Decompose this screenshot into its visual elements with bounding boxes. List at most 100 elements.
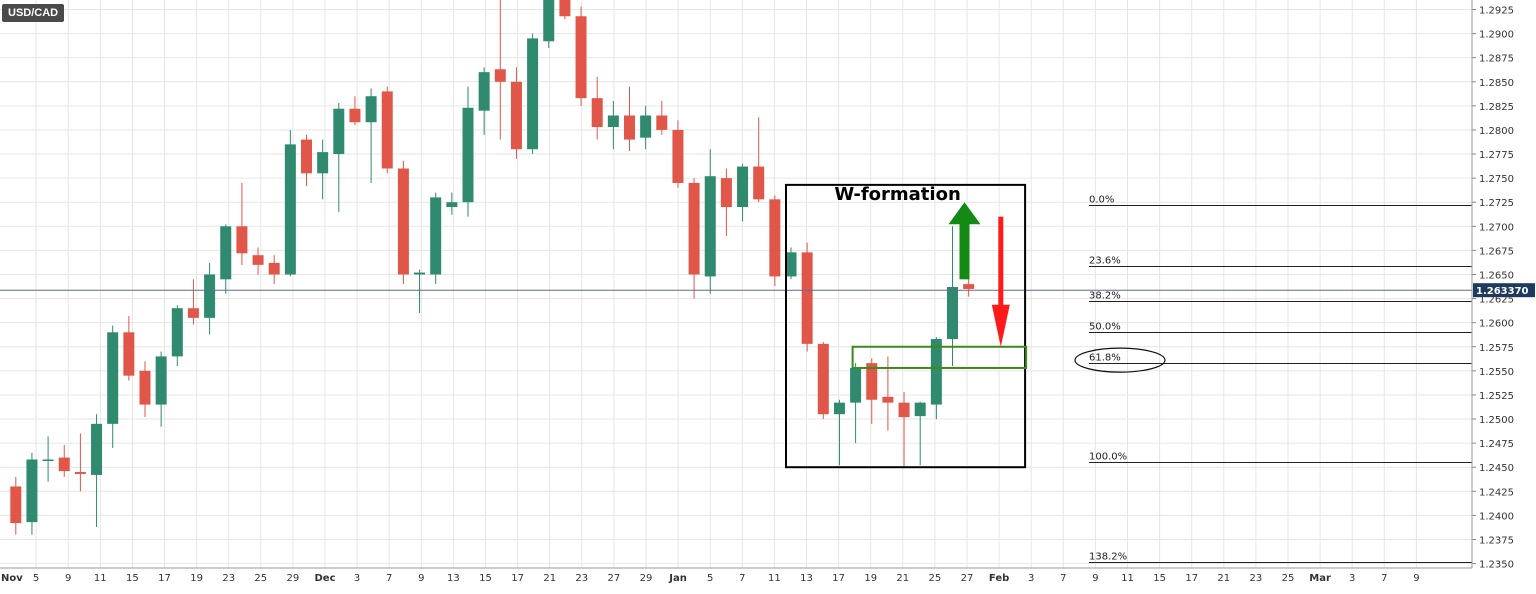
x-tick-label: 7 bbox=[739, 573, 745, 584]
x-tick-label: 25 bbox=[929, 573, 942, 584]
candle-bear bbox=[301, 139, 312, 174]
current-price-badge bbox=[1473, 283, 1535, 298]
candle-bear bbox=[898, 402, 910, 418]
candle-bear bbox=[139, 370, 151, 405]
support-zone-box bbox=[851, 345, 1028, 369]
up-arrow-head bbox=[948, 202, 981, 225]
fib-618-highlight-ellipse bbox=[1074, 347, 1166, 373]
candle-bull bbox=[914, 402, 926, 417]
candle-bull bbox=[284, 144, 296, 275]
x-tick-label: 19 bbox=[190, 573, 203, 584]
candle-bear bbox=[58, 457, 70, 472]
y-tick-label: 1.2800 bbox=[1479, 126, 1514, 137]
x-tick-label: 29 bbox=[640, 573, 653, 584]
candle-bear bbox=[494, 69, 506, 82]
candle-bull bbox=[833, 402, 845, 415]
x-tick-label: 11 bbox=[768, 573, 781, 584]
down-arrow-shaft bbox=[998, 216, 1004, 307]
x-tick-label: 21 bbox=[1217, 573, 1230, 584]
candle-bear bbox=[236, 226, 248, 254]
x-tick-label: 29 bbox=[287, 573, 300, 584]
candle-bear bbox=[268, 262, 280, 275]
x-tick-label: 9 bbox=[65, 573, 71, 584]
x-tick-label: 9 bbox=[1413, 573, 1419, 584]
candle-bear bbox=[559, 0, 571, 17]
candle-bear bbox=[591, 98, 603, 128]
candle-bull bbox=[107, 332, 119, 424]
y-tick-label: 1.2575 bbox=[1479, 343, 1514, 354]
y-tick-label: 1.2600 bbox=[1479, 319, 1514, 330]
fib-level-label: 50.0% bbox=[1089, 322, 1121, 333]
y-tick-label: 1.2500 bbox=[1479, 415, 1514, 426]
x-month-label: Mar bbox=[1309, 573, 1331, 584]
x-tick-label: 5 bbox=[707, 573, 713, 584]
candle-bear bbox=[510, 81, 522, 150]
down-arrow-head bbox=[991, 304, 1010, 347]
y-tick-label: 1.2725 bbox=[1479, 198, 1514, 209]
candle-bear bbox=[801, 252, 813, 344]
y-tick-label: 1.2825 bbox=[1479, 102, 1514, 113]
fibonacci-levels: 0.0% 23.6% 38.2% 50.0% 61.8% 100.0% 138.2% bbox=[1089, 195, 1472, 563]
x-tick-label: 7 bbox=[1060, 573, 1066, 584]
y-tick-label: 1.2925 bbox=[1479, 6, 1514, 17]
x-tick-label: 23 bbox=[1250, 573, 1263, 584]
x-tick-label: 5 bbox=[33, 573, 39, 584]
candle-bull bbox=[527, 38, 539, 150]
x-tick-label: 17 bbox=[511, 573, 524, 584]
candle-bear bbox=[688, 182, 700, 275]
candle-bull bbox=[478, 72, 490, 111]
candle-bull bbox=[155, 356, 167, 405]
candle-bull bbox=[462, 107, 474, 203]
y-tick-label: 1.2350 bbox=[1479, 560, 1514, 571]
candle-bull bbox=[220, 226, 232, 280]
x-tick-label: 15 bbox=[1153, 573, 1166, 584]
candle-bear bbox=[624, 115, 635, 140]
candle-bear bbox=[866, 363, 878, 400]
candle-bull bbox=[543, 0, 555, 42]
x-tick-label: 17 bbox=[158, 573, 171, 584]
candle-bull bbox=[947, 287, 958, 340]
candle-bull bbox=[785, 252, 797, 277]
x-tick-label: 27 bbox=[961, 573, 974, 584]
candle-bull bbox=[365, 96, 377, 123]
candle-bull bbox=[414, 272, 426, 275]
up-arrow-shaft bbox=[959, 222, 970, 280]
candle-bull bbox=[850, 367, 862, 403]
y-tick-label: 1.2400 bbox=[1479, 511, 1514, 522]
annotations: 1.263370 W-formation bbox=[0, 183, 1535, 469]
y-tick-label: 1.2700 bbox=[1479, 222, 1514, 233]
current-price-label: 1.263370 bbox=[1476, 286, 1529, 297]
fib-level-label: 61.8% bbox=[1089, 353, 1121, 364]
y-tick-label: 1.2900 bbox=[1479, 30, 1514, 41]
x-tick-label: 15 bbox=[479, 573, 492, 584]
x-tick-label: 21 bbox=[896, 573, 909, 584]
y-tick-label: 1.2675 bbox=[1479, 246, 1514, 257]
x-tick-label: 11 bbox=[94, 573, 107, 584]
candle-bear bbox=[187, 308, 199, 318]
candle-bull bbox=[317, 152, 329, 174]
fib-level-label: 38.2% bbox=[1089, 291, 1121, 302]
y-tick-label: 1.2650 bbox=[1479, 270, 1514, 281]
candle-bear bbox=[123, 332, 135, 376]
w-formation-title: W-formation bbox=[834, 184, 960, 205]
x-tick-label: 11 bbox=[1121, 573, 1134, 584]
y-tick-label: 1.2850 bbox=[1479, 78, 1514, 89]
candle-bear bbox=[349, 108, 361, 123]
x-tick-label: 15 bbox=[126, 573, 139, 584]
fib-level-label: 138.2% bbox=[1089, 552, 1127, 563]
y-tick-label: 1.2450 bbox=[1479, 463, 1514, 474]
candle-bull bbox=[333, 108, 345, 155]
candle-bull bbox=[26, 459, 38, 523]
candle-bull bbox=[640, 115, 652, 138]
y-tick-label: 1.2625 bbox=[1479, 295, 1514, 306]
candle-bear bbox=[769, 199, 781, 277]
x-tick-label: 27 bbox=[608, 573, 621, 584]
y-tick-label: 1.2475 bbox=[1479, 439, 1514, 450]
symbol-badge[interactable]: USD/CAD bbox=[2, 4, 65, 22]
x-month-label: Feb bbox=[989, 573, 1009, 584]
x-tick-label: 7 bbox=[1381, 573, 1387, 584]
x-tick-label: 13 bbox=[447, 573, 460, 584]
candle-bear bbox=[575, 16, 587, 99]
